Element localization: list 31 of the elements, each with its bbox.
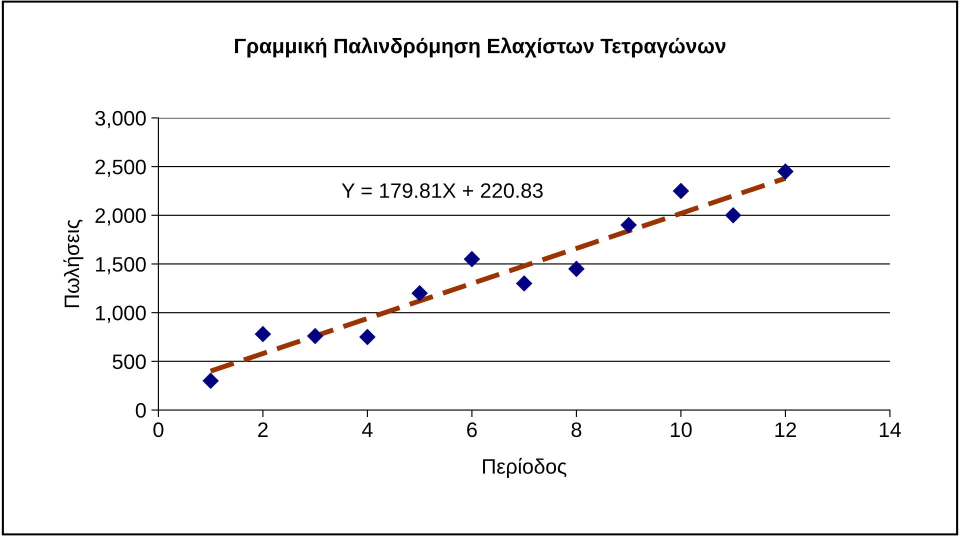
point xyxy=(620,216,637,234)
x-tick-label: 4 xyxy=(362,422,373,437)
x-tick-label: 6 xyxy=(467,422,477,438)
point xyxy=(724,207,742,224)
y-tick-label: 2,000 xyxy=(96,208,146,226)
x-tick-label: 8 xyxy=(572,422,582,438)
x-tick-label: 14 xyxy=(880,422,901,437)
x-tick-label: 12 xyxy=(775,422,796,437)
point xyxy=(411,284,428,302)
chart-title: Γραμμική Παλινδρόμηση Ελαχίστων Τετραγώνων xyxy=(235,38,726,58)
x-tick-label: 10 xyxy=(670,422,692,438)
y-tick-label: 1,000 xyxy=(96,306,146,323)
y-tick-label: 1,500 xyxy=(96,256,146,274)
y-tick-label: 0 xyxy=(136,403,146,418)
annotation: Y = 179.81X + 220.83 xyxy=(342,183,543,198)
point xyxy=(777,163,794,180)
x-tick-label: 2 xyxy=(258,422,268,437)
point xyxy=(306,328,324,344)
y-tick-label: 500 xyxy=(112,354,146,370)
y-tick-label: 3,000 xyxy=(95,110,146,128)
point xyxy=(359,328,376,346)
y-axis-title: Πωλήσεις xyxy=(63,220,84,308)
x-tick-label: 0 xyxy=(153,422,164,438)
point xyxy=(202,372,219,390)
point xyxy=(464,250,480,268)
point xyxy=(568,260,585,278)
point xyxy=(672,182,690,200)
x-axis-title: Περίοδος xyxy=(483,458,566,478)
point xyxy=(254,326,272,342)
point xyxy=(516,275,532,292)
y-tick-label: 2,500 xyxy=(96,160,146,177)
